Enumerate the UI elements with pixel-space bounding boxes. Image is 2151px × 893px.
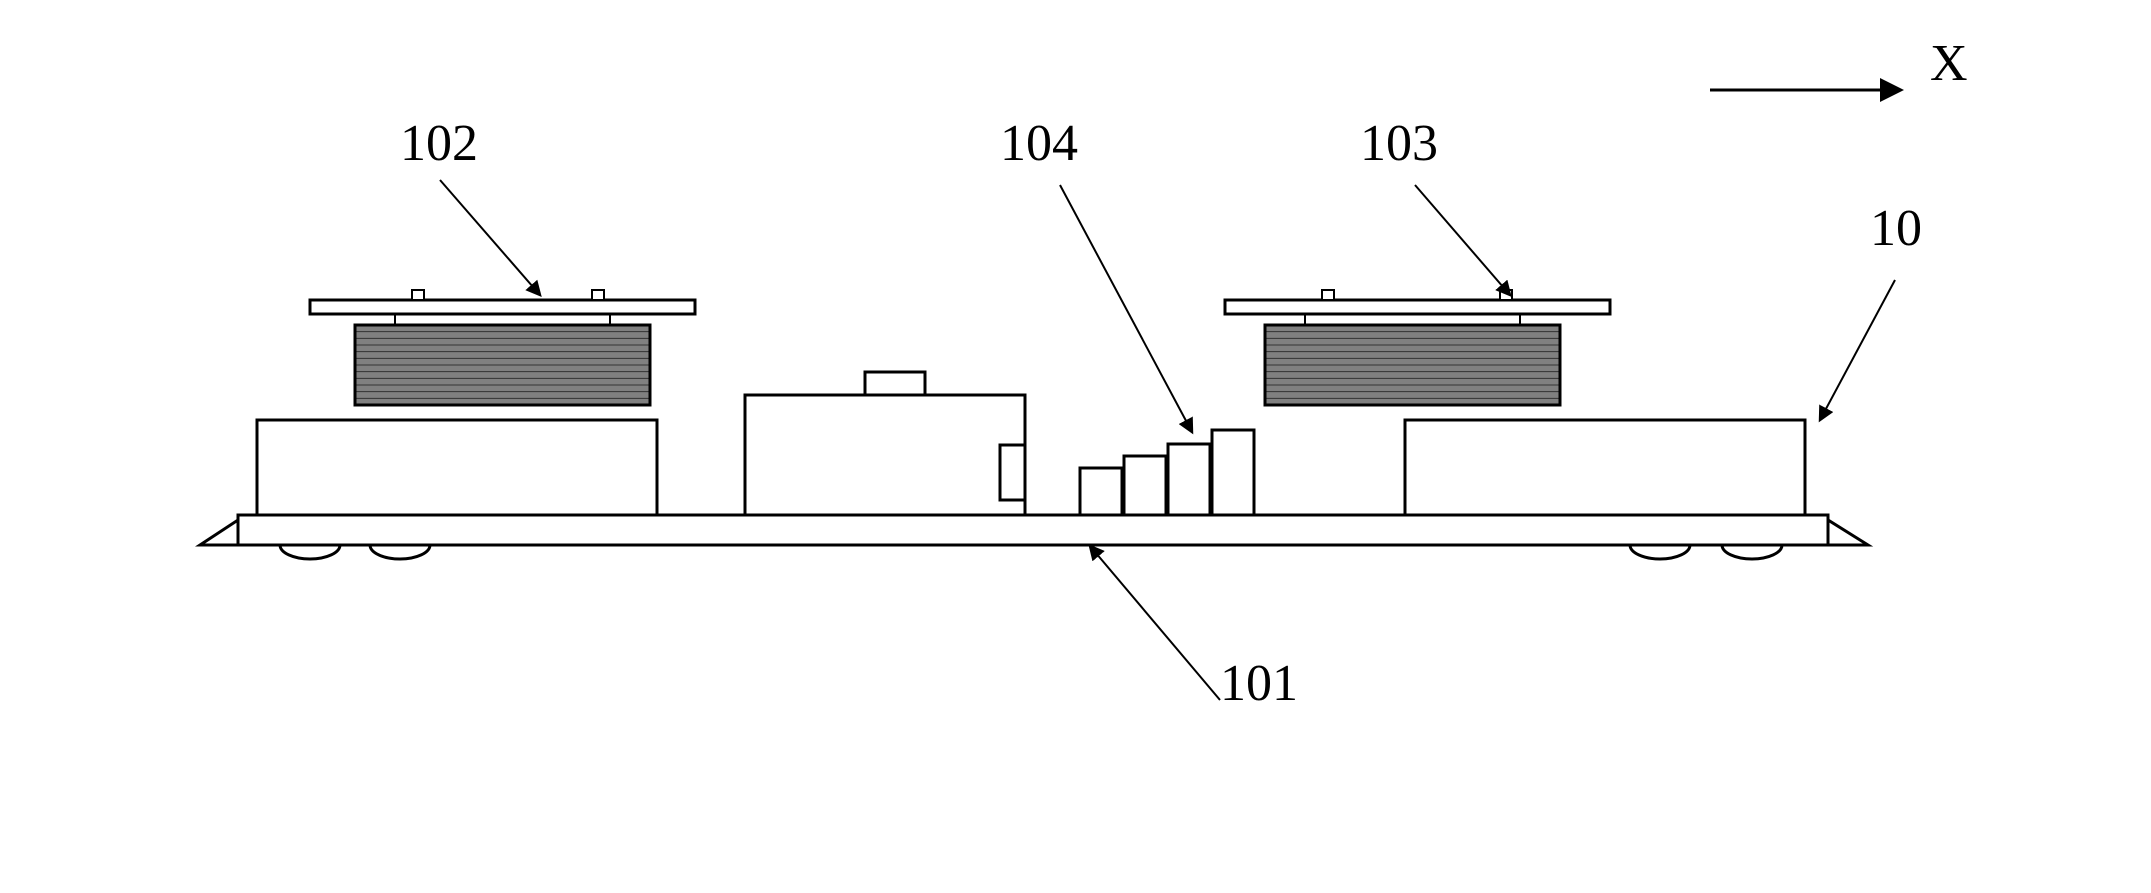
step-3 <box>1212 430 1254 515</box>
label-102: 102 <box>400 115 478 172</box>
label-104: 104 <box>1000 115 1078 172</box>
label-103: 103 <box>1360 115 1438 172</box>
step-0 <box>1080 468 1122 515</box>
axis-label: X <box>1930 35 1968 92</box>
housing-left <box>257 420 657 515</box>
coil-left <box>355 314 650 405</box>
label-101: 101 <box>1220 655 1298 712</box>
coil-right <box>1265 314 1560 405</box>
stud-left-1 <box>592 290 604 300</box>
label-10: 10 <box>1870 200 1922 257</box>
step-2 <box>1168 444 1210 515</box>
stud-left-0 <box>412 290 424 300</box>
housing-right <box>1405 420 1805 515</box>
stud-right-0 <box>1322 290 1334 300</box>
base-deck <box>238 515 1828 545</box>
step-1 <box>1124 456 1166 515</box>
